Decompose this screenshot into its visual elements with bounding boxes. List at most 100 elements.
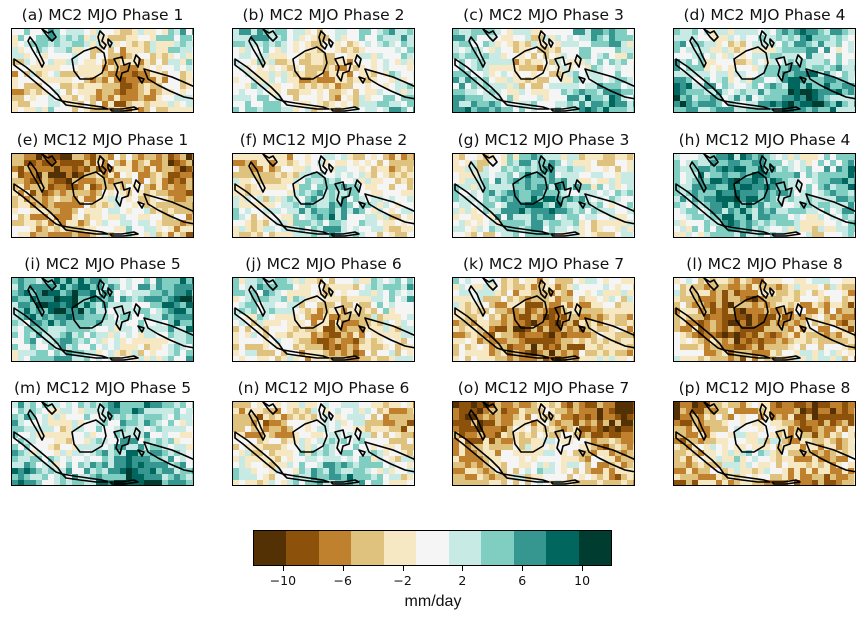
heatmap-cell bbox=[30, 350, 36, 356]
heatmap-cell bbox=[263, 350, 269, 356]
heatmap-cell bbox=[90, 344, 96, 350]
heatmap-cell bbox=[54, 47, 60, 53]
heatmap-cell bbox=[138, 160, 144, 166]
heatmap-cell bbox=[615, 308, 621, 314]
heatmap-cell bbox=[323, 314, 329, 320]
heatmap-cell bbox=[60, 95, 66, 101]
heatmap-cell bbox=[579, 232, 585, 237]
heatmap-cell bbox=[144, 53, 150, 59]
heatmap-cell bbox=[311, 47, 317, 53]
heatmap-cell bbox=[78, 296, 84, 302]
heatmap-cell bbox=[299, 344, 305, 350]
heatmap-cell bbox=[281, 35, 287, 41]
heatmap-cell bbox=[513, 308, 519, 314]
heatmap-cell bbox=[848, 202, 854, 208]
heatmap-cell bbox=[299, 320, 305, 326]
heatmap-cell bbox=[603, 89, 609, 95]
heatmap-cell bbox=[162, 178, 168, 184]
heatmap-cell bbox=[36, 202, 42, 208]
heatmap-cell bbox=[692, 166, 698, 172]
heatmap-cell bbox=[174, 190, 180, 196]
coastline bbox=[282, 349, 330, 359]
heatmap-cell bbox=[597, 302, 603, 308]
heatmap-cell bbox=[156, 314, 162, 320]
heatmap-cell bbox=[54, 53, 60, 59]
heatmap-cell bbox=[180, 196, 186, 202]
heatmap-cell bbox=[281, 154, 287, 160]
heatmap-cell bbox=[269, 296, 275, 302]
heatmap-cell bbox=[126, 41, 132, 47]
heatmap-cell bbox=[365, 356, 371, 361]
heatmap-cell bbox=[180, 226, 186, 232]
heatmap-cell bbox=[579, 83, 585, 89]
heatmap-cell bbox=[156, 89, 162, 95]
coastline bbox=[574, 54, 582, 68]
heatmap-cell bbox=[293, 314, 299, 320]
heatmap-cell bbox=[740, 178, 746, 184]
heatmap-cell bbox=[90, 338, 96, 344]
heatmap-cell bbox=[275, 226, 281, 232]
heatmap-cell bbox=[489, 184, 495, 190]
heatmap-cell bbox=[567, 278, 573, 284]
heatmap-cell bbox=[323, 332, 329, 338]
heatmap-cell bbox=[12, 29, 18, 35]
heatmap-cell bbox=[72, 154, 78, 160]
heatmap-cell bbox=[531, 65, 537, 71]
heatmap-cell bbox=[716, 95, 722, 101]
heatmap-cell bbox=[704, 89, 710, 95]
heatmap-cell bbox=[531, 53, 537, 59]
heatmap-cell bbox=[633, 172, 634, 178]
heatmap-cell bbox=[186, 107, 192, 112]
heatmap-cell bbox=[353, 332, 359, 338]
heatmap-cell bbox=[281, 278, 287, 284]
heatmap-cell bbox=[383, 184, 389, 190]
heatmap-cell bbox=[168, 320, 174, 326]
heatmap-cell bbox=[257, 160, 263, 166]
heatmap-cell bbox=[239, 278, 245, 284]
heatmap-cell bbox=[758, 65, 764, 71]
heatmap-cell bbox=[293, 154, 299, 160]
heatmap-cell bbox=[585, 95, 591, 101]
heatmap-cell bbox=[728, 95, 734, 101]
heatmap-cell bbox=[293, 107, 299, 112]
heatmap-cell bbox=[162, 53, 168, 59]
heatmap-cell bbox=[573, 65, 579, 71]
heatmap-cell bbox=[615, 172, 621, 178]
heatmap-cell bbox=[311, 59, 317, 65]
heatmap-cell bbox=[716, 53, 722, 59]
heatmap-cell bbox=[680, 107, 686, 112]
heatmap-cell bbox=[144, 356, 150, 361]
heatmap-cell bbox=[513, 29, 519, 35]
coastline bbox=[13, 307, 63, 351]
heatmap-cell bbox=[54, 107, 60, 112]
heatmap-cell bbox=[800, 208, 806, 214]
heatmap-cell bbox=[341, 41, 347, 47]
heatmap-cell bbox=[317, 338, 323, 344]
precip-anomaly-map bbox=[233, 29, 414, 112]
heatmap-cell bbox=[383, 202, 389, 208]
heatmap-cell bbox=[806, 172, 812, 178]
heatmap-cell bbox=[591, 89, 597, 95]
heatmap-cell bbox=[251, 178, 257, 184]
heatmap-cell bbox=[251, 101, 257, 107]
heatmap-cell bbox=[531, 308, 537, 314]
heatmap-cell bbox=[347, 220, 353, 226]
heatmap-cell bbox=[585, 302, 591, 308]
heatmap-cell bbox=[621, 190, 627, 196]
heatmap-cell bbox=[251, 220, 257, 226]
heatmap-cell bbox=[465, 232, 471, 237]
heatmap-cell bbox=[347, 320, 353, 326]
heatmap-cell bbox=[150, 196, 156, 202]
heatmap-cell bbox=[746, 77, 752, 83]
heatmap-cell bbox=[108, 95, 114, 101]
heatmap-cell bbox=[18, 338, 24, 344]
heatmap-cell bbox=[353, 71, 359, 77]
heatmap-cell bbox=[317, 332, 323, 338]
heatmap-cell bbox=[120, 214, 126, 220]
heatmap-cell bbox=[287, 184, 293, 190]
heatmap-cell bbox=[12, 314, 18, 320]
heatmap-cell bbox=[180, 154, 186, 160]
heatmap-cell bbox=[824, 95, 830, 101]
heatmap-cell bbox=[674, 178, 680, 184]
heatmap-cell bbox=[674, 226, 680, 232]
